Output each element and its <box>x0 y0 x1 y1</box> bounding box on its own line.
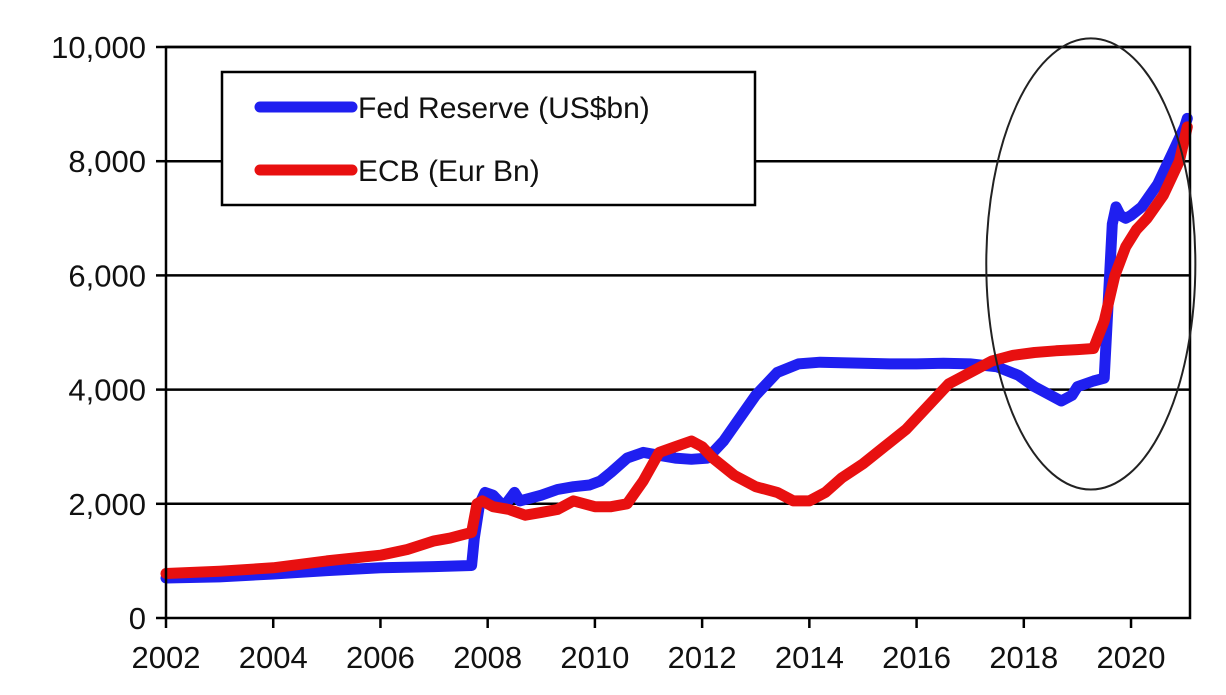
x-tick-label: 2010 <box>560 640 629 675</box>
x-tick-label: 2016 <box>882 640 951 675</box>
y-tick-label: 10,000 <box>51 30 146 65</box>
x-tick-label: 2014 <box>775 640 844 675</box>
y-tick-label: 4,000 <box>68 373 146 408</box>
highlight-ellipse <box>985 37 1197 491</box>
y-tick-label: 6,000 <box>68 258 146 293</box>
y-tick-label: 2,000 <box>68 487 146 522</box>
x-tick-label: 2008 <box>453 640 522 675</box>
x-tick-label: 2020 <box>1097 640 1166 675</box>
y-tick-label: 8,000 <box>68 144 146 179</box>
x-tick-label: 2012 <box>668 640 737 675</box>
x-tick-label: 2004 <box>239 640 308 675</box>
x-tick-label: 2018 <box>989 640 1058 675</box>
x-tick-label: 2006 <box>346 640 415 675</box>
x-tick-label: 2002 <box>132 640 201 675</box>
y-tick-label: 0 <box>129 601 146 636</box>
legend-label-1: ECB (Eur Bn) <box>358 155 540 188</box>
legend-label-0: Fed Reserve (US$bn) <box>358 92 650 125</box>
series-line-1 <box>160 121 1193 579</box>
legend-box <box>220 70 757 207</box>
